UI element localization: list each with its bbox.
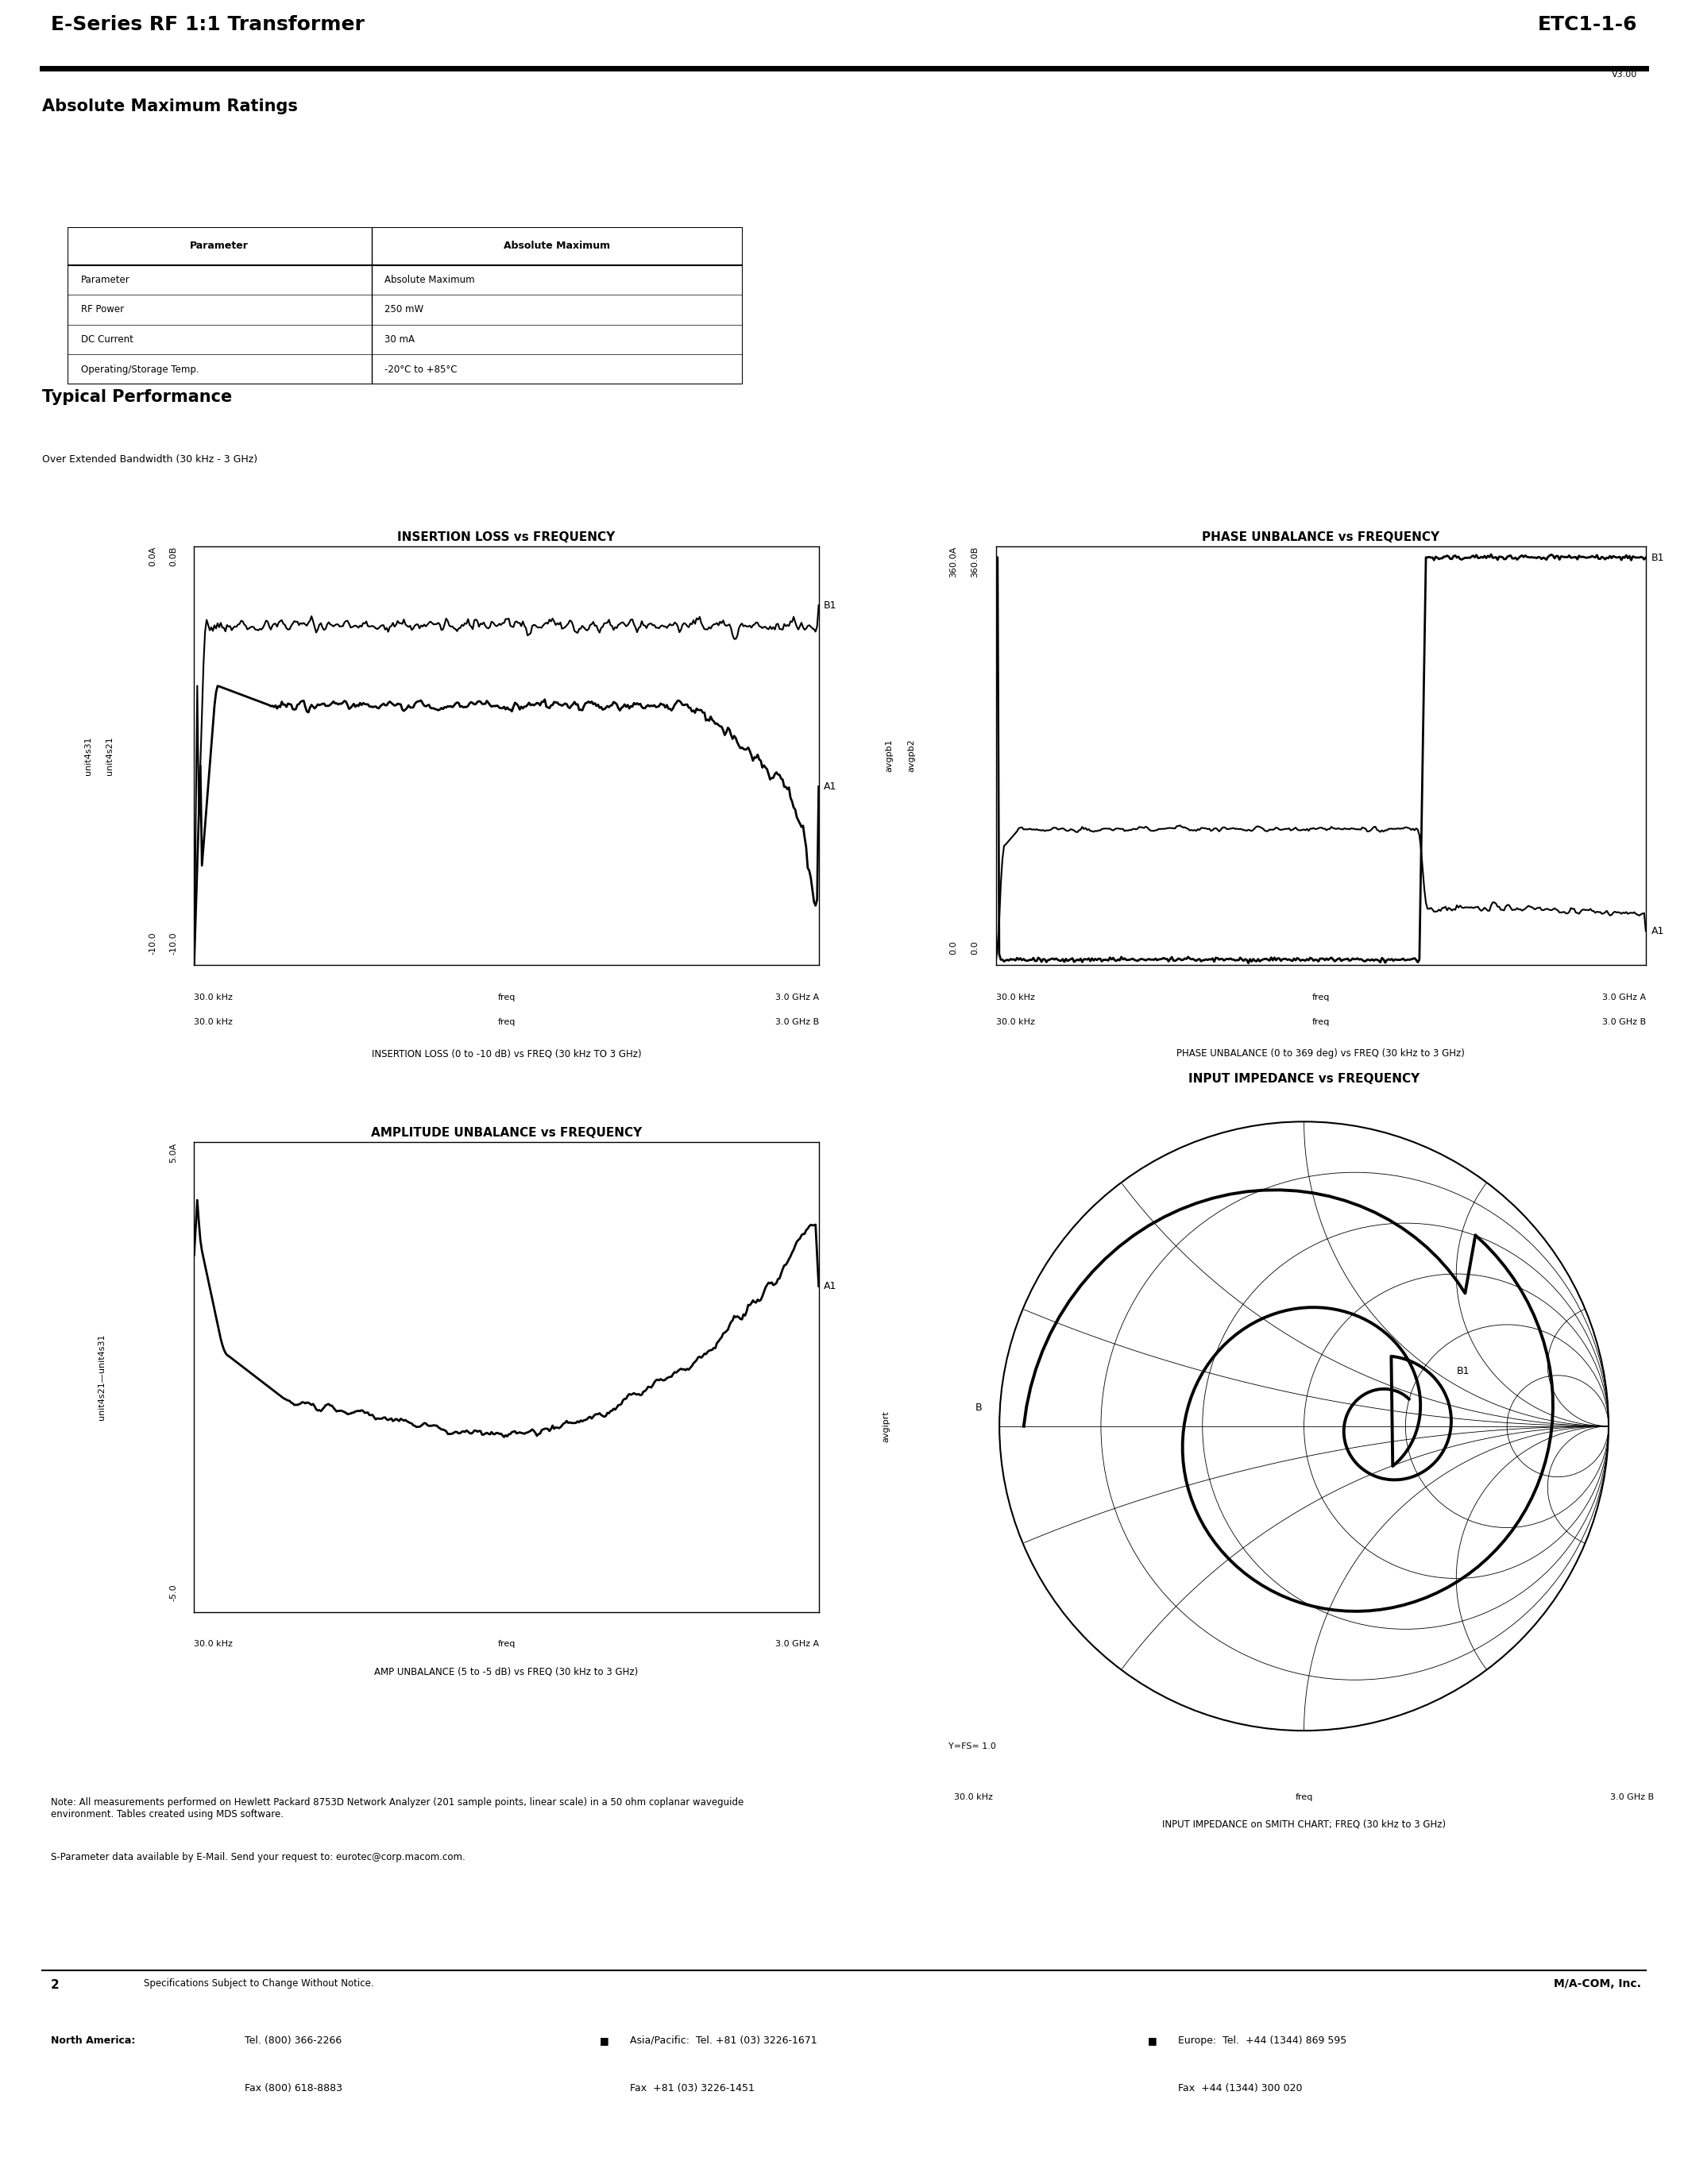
Text: Parameter: Parameter [81, 275, 130, 284]
Text: INSERTION LOSS (0 to -10 dB) vs FREQ (30 kHz TO 3 GHz): INSERTION LOSS (0 to -10 dB) vs FREQ (30… [371, 1048, 641, 1059]
Text: Tel. (800) 366-2266: Tel. (800) 366-2266 [245, 2035, 343, 2046]
Text: 0.0: 0.0 [971, 941, 979, 954]
Text: 0.0A: 0.0A [149, 546, 157, 566]
Text: 30.0 kHz: 30.0 kHz [194, 1018, 233, 1026]
Text: B1: B1 [1651, 553, 1664, 563]
Text: 360.0B: 360.0B [971, 546, 979, 577]
Text: -20°C to +85°C: -20°C to +85°C [385, 365, 457, 376]
Text: A1: A1 [1651, 926, 1664, 937]
Text: A1: A1 [824, 782, 837, 793]
Title: INPUT IMPEDANCE vs FREQUENCY: INPUT IMPEDANCE vs FREQUENCY [1188, 1072, 1420, 1085]
Text: A1: A1 [824, 1282, 837, 1291]
Text: ■: ■ [599, 2035, 609, 2046]
Text: avgpb1: avgpb1 [886, 738, 893, 773]
Text: 3.0 GHz A: 3.0 GHz A [1602, 994, 1646, 1002]
Title: INSERTION LOSS vs FREQUENCY: INSERTION LOSS vs FREQUENCY [397, 531, 616, 544]
Text: V3.00: V3.00 [1612, 70, 1637, 79]
Text: 30 mA: 30 mA [385, 334, 415, 345]
Text: unit4s21—unit4s31: unit4s21—unit4s31 [98, 1334, 105, 1420]
Text: Fax (800) 618-8883: Fax (800) 618-8883 [245, 2084, 343, 2094]
Text: freq: freq [498, 1640, 515, 1649]
Text: Absolute Maximum Ratings: Absolute Maximum Ratings [42, 98, 297, 114]
Text: Over Extended Bandwidth (30 kHz - 3 GHz): Over Extended Bandwidth (30 kHz - 3 GHz) [42, 454, 258, 465]
Text: M/A-COM, Inc.: M/A-COM, Inc. [1553, 1979, 1641, 1990]
Text: 30.0 kHz: 30.0 kHz [996, 1018, 1035, 1026]
Text: PHASE UNBALANCE (0 to 369 deg) vs FREQ (30 kHz to 3 GHz): PHASE UNBALANCE (0 to 369 deg) vs FREQ (… [1177, 1048, 1465, 1059]
Text: Asia/Pacific:  Tel. +81 (03) 3226-1671: Asia/Pacific: Tel. +81 (03) 3226-1671 [630, 2035, 817, 2046]
Text: E-Series RF 1:1 Transformer: E-Series RF 1:1 Transformer [51, 15, 365, 35]
Text: 30.0 kHz: 30.0 kHz [194, 1640, 233, 1649]
Text: unit4s31: unit4s31 [84, 736, 91, 775]
Text: 30.0 kHz: 30.0 kHz [194, 994, 233, 1002]
Title: PHASE UNBALANCE vs FREQUENCY: PHASE UNBALANCE vs FREQUENCY [1202, 531, 1440, 544]
Text: freq: freq [1312, 994, 1330, 1002]
Text: AMP UNBALANCE (5 to -5 dB) vs FREQ (30 kHz to 3 GHz): AMP UNBALANCE (5 to -5 dB) vs FREQ (30 k… [375, 1666, 638, 1677]
Title: AMPLITUDE UNBALANCE vs FREQUENCY: AMPLITUDE UNBALANCE vs FREQUENCY [371, 1127, 641, 1140]
Text: 30.0 kHz: 30.0 kHz [996, 994, 1035, 1002]
Text: -5.0: -5.0 [169, 1583, 177, 1601]
Text: Fax  +44 (1344) 300 020: Fax +44 (1344) 300 020 [1178, 2084, 1303, 2094]
Text: B: B [976, 1402, 982, 1413]
Text: Absolute Maximum: Absolute Maximum [503, 240, 611, 251]
Text: Specifications Subject to Change Without Notice.: Specifications Subject to Change Without… [143, 1979, 373, 1990]
Text: freq: freq [1312, 1018, 1330, 1026]
Text: 30.0 kHz: 30.0 kHz [954, 1793, 993, 1802]
Text: RF Power: RF Power [81, 304, 123, 314]
Text: 3.0 GHz B: 3.0 GHz B [775, 1018, 819, 1026]
Text: 0.0B: 0.0B [169, 546, 177, 566]
Text: INPUT IMPEDANCE on SMITH CHART; FREQ (30 kHz to 3 GHz): INPUT IMPEDANCE on SMITH CHART; FREQ (30… [1161, 1819, 1447, 1830]
Text: avgpb2: avgpb2 [908, 738, 915, 773]
Text: Parameter: Parameter [191, 240, 248, 251]
Text: ■: ■ [1148, 2035, 1158, 2046]
Text: 3.0 GHz B: 3.0 GHz B [1610, 1793, 1654, 1802]
Text: B1: B1 [1457, 1367, 1469, 1376]
Text: 0.0: 0.0 [949, 941, 957, 954]
Text: North America:: North America: [51, 2035, 135, 2046]
Text: 3.0 GHz A: 3.0 GHz A [775, 994, 819, 1002]
Text: 360.0A: 360.0A [949, 546, 957, 577]
Text: Operating/Storage Temp.: Operating/Storage Temp. [81, 365, 199, 376]
Text: S-Parameter data available by E-Mail. Send your request to: eurotec@corp.macom.c: S-Parameter data available by E-Mail. Se… [51, 1852, 466, 1863]
Text: freq: freq [1295, 1793, 1313, 1802]
Text: Y=FS= 1.0: Y=FS= 1.0 [949, 1743, 996, 1752]
Text: 250 mW: 250 mW [385, 304, 424, 314]
Text: freq: freq [498, 994, 515, 1002]
Text: -10.0: -10.0 [169, 933, 177, 954]
Text: 5.0A: 5.0A [169, 1142, 177, 1162]
Text: freq: freq [498, 1018, 515, 1026]
Text: DC Current: DC Current [81, 334, 133, 345]
Text: 3.0 GHz B: 3.0 GHz B [1602, 1018, 1646, 1026]
Text: B1: B1 [824, 601, 837, 609]
Text: 2: 2 [51, 1979, 59, 1990]
Text: avgiprt: avgiprt [883, 1411, 890, 1441]
Text: Fax  +81 (03) 3226-1451: Fax +81 (03) 3226-1451 [630, 2084, 755, 2094]
Text: Typical Performance: Typical Performance [42, 389, 233, 404]
Text: unit4s21: unit4s21 [106, 736, 113, 775]
Text: Note: All measurements performed on Hewlett Packard 8753D Network Analyzer (201 : Note: All measurements performed on Hewl… [51, 1797, 743, 1819]
Text: Absolute Maximum: Absolute Maximum [385, 275, 474, 284]
Text: Europe:  Tel.  +44 (1344) 869 595: Europe: Tel. +44 (1344) 869 595 [1178, 2035, 1347, 2046]
Text: ETC1-1-6: ETC1-1-6 [1538, 15, 1637, 35]
Text: 3.0 GHz A: 3.0 GHz A [775, 1640, 819, 1649]
Text: -10.0: -10.0 [149, 933, 157, 954]
